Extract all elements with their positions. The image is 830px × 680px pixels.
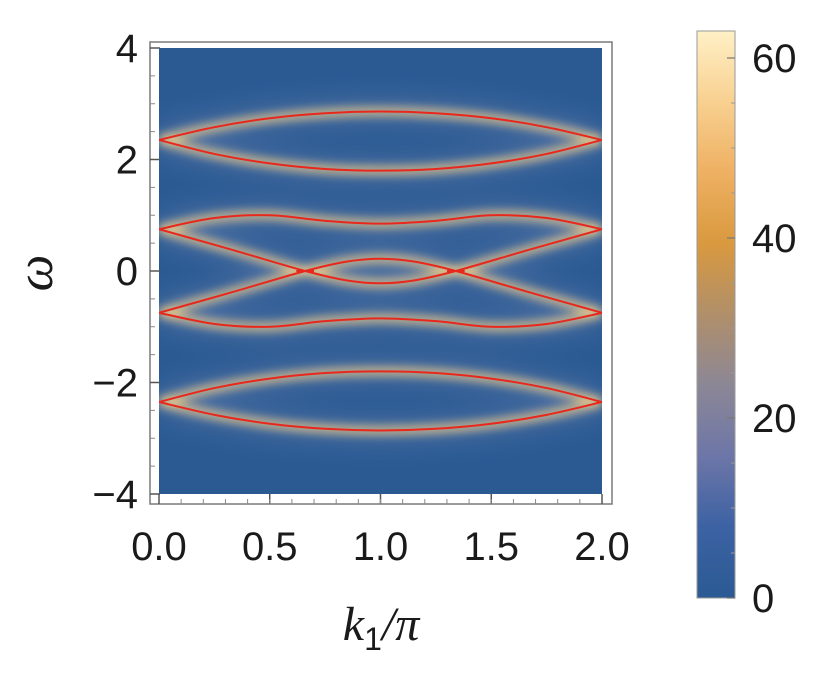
band-1-upper (159, 110, 602, 141)
y-axis: 4 2 0 −2 −4 (92, 27, 160, 517)
band-curves (159, 110, 602, 432)
colorbar-tick-label: 0 (752, 577, 774, 621)
x-tick-label: 0.5 (242, 525, 298, 569)
x-tick-label: 0.0 (131, 525, 187, 569)
colorbar-tick-label: 60 (752, 37, 797, 81)
x-axis-label: k1/π (343, 598, 421, 657)
band-4-lower (159, 401, 602, 432)
x-axis-label-subscript: 1 (364, 621, 382, 657)
x-tick-label: 1.5 (463, 525, 519, 569)
band-1-lower (159, 139, 602, 172)
y-tick-label: 4 (116, 27, 138, 71)
band-2-lower (159, 228, 602, 285)
x-axis-label-main: k (343, 598, 366, 651)
x-tick-label: 2.0 (574, 525, 630, 569)
x-axis-label-rest: /π (379, 598, 421, 651)
y-tick-label: 0 (116, 250, 138, 294)
colorbar-ticks: 0 20 40 60 (727, 37, 797, 621)
x-axis: 0.0 0.5 1.0 1.5 2.0 (131, 494, 630, 569)
colorbar-tick-label: 40 (752, 217, 797, 261)
band-2-upper (159, 214, 602, 231)
colorbar-gradient (696, 30, 736, 599)
y-tick-label: −2 (92, 362, 138, 406)
band-3-lower (159, 311, 602, 328)
colorbar-tick-label: 20 (752, 397, 797, 441)
band-4-upper (159, 370, 602, 403)
y-axis-label: ω (7, 255, 64, 292)
band-3-upper (159, 257, 602, 314)
y-tick-label: 2 (116, 139, 138, 183)
heatmap (159, 48, 602, 494)
colorbar: 0 20 40 60 (696, 30, 797, 621)
x-tick-label: 1.0 (353, 525, 409, 569)
y-tick-label: −4 (92, 473, 138, 517)
